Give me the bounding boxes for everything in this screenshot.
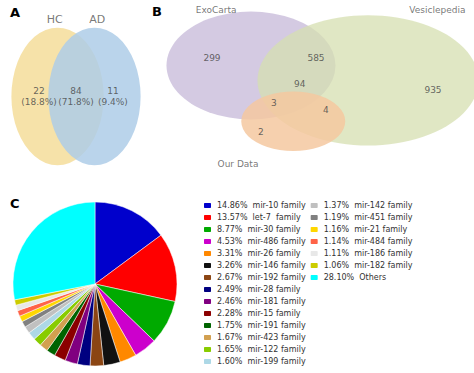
svg-text:585: 585 [307, 53, 324, 63]
svg-text:2.28% mir-15 family: 2.28% mir-15 family [217, 309, 301, 318]
svg-text:1.65% mir-122 family: 1.65% mir-122 family [217, 345, 306, 354]
svg-text:1.37% mir-142 family: 1.37% mir-142 family [324, 201, 413, 210]
svg-text:1.19% mir-451 family: 1.19% mir-451 family [324, 213, 413, 222]
svg-text:C: C [10, 196, 20, 211]
svg-text:2: 2 [258, 127, 264, 137]
svg-text:ExoCarta: ExoCarta [196, 5, 237, 15]
svg-text:935: 935 [424, 85, 441, 95]
svg-text:1.06% mir-182 family: 1.06% mir-182 family [324, 261, 413, 270]
svg-text:8.77% mir-30 family: 8.77% mir-30 family [217, 225, 301, 234]
svg-text:1.75% mir-191 family: 1.75% mir-191 family [217, 321, 306, 330]
svg-text:4.53% mir-486 family: 4.53% mir-486 family [217, 237, 306, 246]
svg-text:84: 84 [70, 86, 82, 96]
svg-text:3.31% mir-26 family: 3.31% mir-26 family [217, 249, 301, 258]
svg-text:14.86% mir-10 family: 14.86% mir-10 family [217, 201, 306, 210]
svg-text:2.49% mir-28 family: 2.49% mir-28 family [217, 285, 301, 294]
svg-text:1.60% mir-199 family: 1.60% mir-199 family [217, 357, 306, 366]
svg-text:1.11% mir-186 family: 1.11% mir-186 family [324, 249, 413, 258]
svg-text:(9.4%): (9.4%) [98, 97, 128, 107]
svg-text:299: 299 [203, 53, 220, 63]
svg-text:HC: HC [47, 13, 63, 26]
svg-text:3.26% mir-146 family: 3.26% mir-146 family [217, 261, 306, 270]
svg-text:1.16% mir-21 family: 1.16% mir-21 family [324, 225, 408, 234]
svg-text:(18.8%): (18.8%) [21, 97, 57, 107]
svg-text:(71.8%): (71.8%) [58, 97, 94, 107]
svg-text:1.14% mir-484 family: 1.14% mir-484 family [324, 237, 413, 246]
svg-text:A: A [10, 5, 20, 20]
svg-text:13.57% let-7 family: 13.57% let-7 family [217, 213, 301, 222]
svg-text:Our Data: Our Data [218, 159, 259, 169]
svg-text:Vesiclepedia: Vesiclepedia [409, 5, 465, 15]
svg-text:AD: AD [89, 13, 105, 26]
svg-text:4: 4 [323, 105, 329, 115]
svg-text:2.67% mir-192 family: 2.67% mir-192 family [217, 273, 306, 282]
svg-text:2.46% mir-181 family: 2.46% mir-181 family [217, 297, 306, 306]
svg-text:22: 22 [33, 86, 44, 96]
svg-text:94: 94 [294, 79, 306, 89]
svg-text:3: 3 [271, 98, 277, 108]
svg-text:B: B [152, 4, 162, 19]
svg-text:28.10% Others: 28.10% Others [324, 273, 386, 282]
svg-text:11: 11 [107, 86, 118, 96]
svg-text:1.67% mir-423 family: 1.67% mir-423 family [217, 333, 306, 342]
